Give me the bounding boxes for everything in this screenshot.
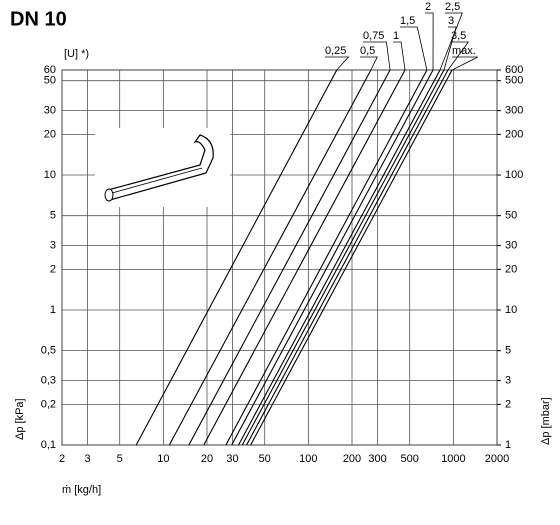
legend-entry: 0,75 <box>363 30 384 42</box>
series-line <box>203 69 406 446</box>
y2-tick-label: 20 <box>505 263 517 275</box>
leader-line <box>400 26 428 71</box>
leader-line <box>325 56 350 71</box>
y-tick-label: 30 <box>44 105 56 117</box>
y2-tick-label: 1 <box>505 439 511 451</box>
series-line <box>188 69 391 446</box>
chart-title: DN 10 <box>10 8 67 30</box>
x-tick-label: 500 <box>401 453 419 465</box>
y2-tick-label: 100 <box>505 169 523 181</box>
y-tick-label: 60 <box>44 64 56 76</box>
x-tick-label: 20 <box>201 453 213 465</box>
y-tick-label: 3 <box>50 240 56 252</box>
series-line <box>231 69 434 446</box>
x-tick-label: 3 <box>84 453 90 465</box>
legend-entry: 0,5 <box>360 45 375 57</box>
x-tick-label: 30 <box>226 453 238 465</box>
leader-line <box>425 12 434 71</box>
series-line <box>241 69 445 446</box>
y2-axis-label: Δp [mbar] <box>540 397 552 445</box>
series-line <box>246 69 449 446</box>
inset-illustration <box>95 128 230 207</box>
legend-entry: 2,5 <box>445 1 460 13</box>
y2-tick-label: 50 <box>505 210 517 222</box>
leader-line <box>360 56 378 71</box>
y-tick-label: 5 <box>50 210 56 222</box>
y-tick-label: 0,2 <box>41 398 56 410</box>
legend-entry: 0,25 <box>325 45 346 57</box>
leader-line <box>439 12 463 71</box>
x-tick-label: 50 <box>259 453 271 465</box>
x-tick-label: 2 <box>59 453 65 465</box>
y2-tick-label: 3 <box>505 375 511 387</box>
leader-line <box>393 41 406 71</box>
y-tick-label: 0,1 <box>41 439 56 451</box>
y2-tick-label: 500 <box>505 75 523 87</box>
series-line <box>225 69 428 446</box>
x-tick-label: 200 <box>343 453 361 465</box>
x-tick-label: 5 <box>117 453 123 465</box>
series-line <box>238 69 441 446</box>
leader-line <box>443 26 457 71</box>
series-line <box>250 69 453 446</box>
y2-tick-label: 300 <box>505 105 523 117</box>
x-tick-label: 10 <box>157 453 169 465</box>
y2-tick-label: 600 <box>505 64 523 76</box>
y2-tick-label: 2 <box>505 398 511 410</box>
plot-area <box>61 69 501 446</box>
y-tick-label: 1 <box>50 304 56 316</box>
x-axis-label: ṁ [kg/h] <box>62 484 101 496</box>
leader-line <box>363 41 391 71</box>
leader-line <box>451 56 479 71</box>
y-tick-label: 50 <box>44 75 56 87</box>
legend-entry: 2 <box>425 1 431 13</box>
y2-tick-label: 30 <box>505 240 517 252</box>
legend-entry: max. <box>452 45 476 57</box>
legend-entry: 1,5 <box>400 15 415 27</box>
x-tick-label: 100 <box>299 453 317 465</box>
series-line <box>168 69 372 446</box>
x-tick-label: 300 <box>368 453 386 465</box>
leader-line <box>447 41 470 71</box>
legend-entry: 3 <box>448 15 454 27</box>
y2-tick-label: 200 <box>505 128 523 140</box>
y-tick-label: 0,5 <box>41 345 56 357</box>
subtitle: [U] *) <box>64 48 89 60</box>
series-line <box>135 69 338 446</box>
legend-entry: 1 <box>393 30 399 42</box>
plot-frame <box>61 69 498 446</box>
y-tick-label: 0,3 <box>41 375 56 387</box>
legend-entry: 3,5 <box>451 30 466 42</box>
y-axis-label: Δp [kPa] <box>14 398 26 440</box>
x-tick-label: 2000 <box>485 453 509 465</box>
y-tick-label: 10 <box>44 169 56 181</box>
y2-tick-label: 10 <box>505 304 517 316</box>
y2-tick-label: 5 <box>505 345 511 357</box>
x-tick-label: 1000 <box>441 453 465 465</box>
y-tick-label: 2 <box>50 263 56 275</box>
y-tick-label: 20 <box>44 128 56 140</box>
